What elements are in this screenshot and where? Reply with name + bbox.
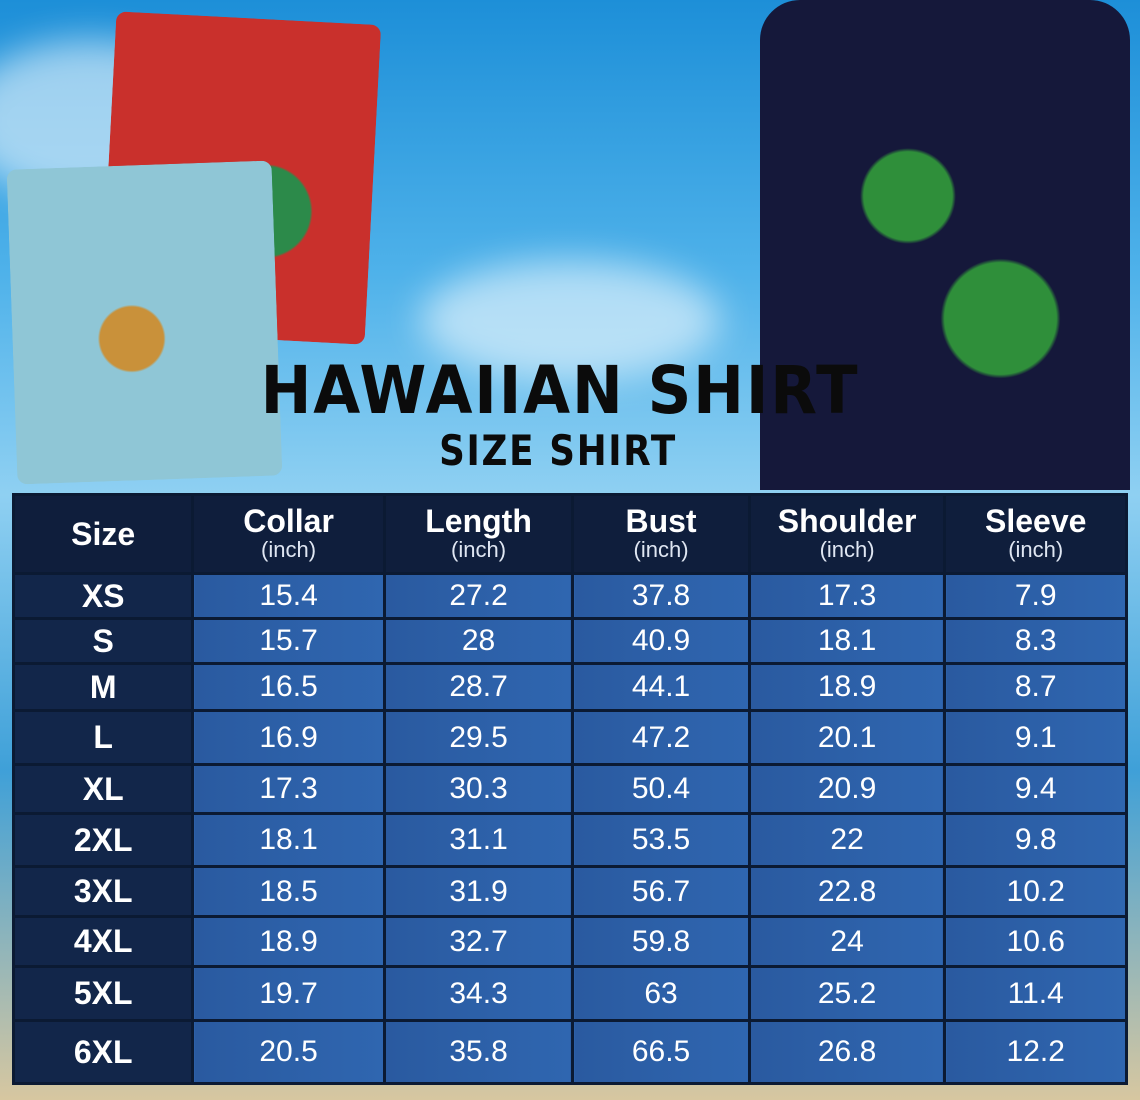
column-header-label: Length: [425, 503, 532, 539]
measurement-cell: 20.5: [191, 1019, 386, 1085]
column-header-shoulder: Shoulder (inch): [747, 493, 947, 575]
measurement-cell: 53.5: [571, 812, 751, 868]
column-header-collar: Collar (inch): [191, 493, 386, 575]
column-header-label: Size: [71, 516, 136, 552]
column-header-unit: (inch): [1008, 537, 1064, 562]
column-header-length: Length (inch): [382, 493, 575, 575]
table-row: 6XL 20.5 35.8 66.5 26.8 12.2: [11, 1019, 1128, 1085]
measurement-cell: 18.9: [191, 915, 386, 968]
table-row: 3XL 18.5 31.9 56.7 22.8 10.2: [11, 865, 1128, 918]
measurement-cell: 22: [747, 812, 947, 868]
measurement-cell: 32.7: [382, 915, 575, 968]
measurement-cell: 10.2: [943, 865, 1128, 918]
measurement-cell: 9.4: [943, 763, 1128, 815]
measurement-cell: 17.3: [747, 572, 947, 620]
measurement-cell: 18.9: [747, 662, 947, 712]
measurement-cell: 27.2: [382, 572, 575, 620]
size-cell: XL: [11, 763, 195, 815]
size-cell: L: [11, 709, 195, 766]
size-chart-table: Size Collar (inch) Length (inch) Bust (inch) Sh…: [11, 493, 1128, 1085]
table-row: XS 15.4 27.2 37.8 17.3 7.9: [11, 572, 1128, 620]
column-header-label: Bust: [625, 503, 697, 539]
measurement-cell: 8.3: [943, 617, 1128, 665]
column-header-unit: (inch): [451, 537, 507, 562]
table-row: 4XL 18.9 32.7 59.8 24 10.6: [11, 915, 1128, 968]
size-cell: 2XL: [11, 812, 195, 868]
measurement-cell: 19.7: [191, 965, 386, 1022]
measurement-cell: 34.3: [382, 965, 575, 1022]
column-header-size: Size: [11, 493, 195, 575]
measurement-cell: 50.4: [571, 763, 751, 815]
measurement-cell: 15.4: [191, 572, 386, 620]
measurement-cell: 12.2: [943, 1019, 1128, 1085]
measurement-cell: 28: [382, 617, 575, 665]
size-cell: 3XL: [11, 865, 195, 918]
measurement-cell: 31.1: [382, 812, 575, 868]
table-row: S 15.7 28 40.9 18.1 8.3: [11, 617, 1128, 665]
background-cloud: [420, 260, 720, 380]
measurement-cell: 37.8: [571, 572, 751, 620]
measurement-cell: 18.5: [191, 865, 386, 918]
table-row: XL 17.3 30.3 50.4 20.9 9.4: [11, 763, 1128, 815]
size-cell: 4XL: [11, 915, 195, 968]
measurement-cell: 15.7: [191, 617, 386, 665]
measurement-cell: 59.8: [571, 915, 751, 968]
measurement-cell: 16.5: [191, 662, 386, 712]
measurement-cell: 40.9: [571, 617, 751, 665]
measurement-cell: 44.1: [571, 662, 751, 712]
measurement-cell: 8.7: [943, 662, 1128, 712]
table-row: L 16.9 29.5 47.2 20.1 9.1: [11, 709, 1128, 766]
measurement-cell: 66.5: [571, 1019, 751, 1085]
table-row: 5XL 19.7 34.3 63 25.2 11.4: [11, 965, 1128, 1022]
measurement-cell: 9.1: [943, 709, 1128, 766]
table-row: 2XL 18.1 31.1 53.5 22 9.8: [11, 812, 1128, 868]
measurement-cell: 30.3: [382, 763, 575, 815]
measurement-cell: 17.3: [191, 763, 386, 815]
page-subtitle: SIZE SHIRT: [439, 426, 677, 475]
table-row: M 16.5 28.7 44.1 18.9 8.7: [11, 662, 1128, 712]
measurement-cell: 18.1: [191, 812, 386, 868]
column-header-label: Collar: [243, 503, 334, 539]
measurement-cell: 7.9: [943, 572, 1128, 620]
size-cell: 6XL: [11, 1019, 195, 1085]
measurement-cell: 10.6: [943, 915, 1128, 968]
measurement-cell: 35.8: [382, 1019, 575, 1085]
column-header-bust: Bust (inch): [571, 493, 751, 575]
measurement-cell: 47.2: [571, 709, 751, 766]
model-flamingo-shirt-image: [760, 0, 1130, 490]
measurement-cell: 9.8: [943, 812, 1128, 868]
page-title: HAWAIIAN SHIRT: [260, 352, 860, 429]
size-cell: S: [11, 617, 195, 665]
measurement-cell: 63: [571, 965, 751, 1022]
measurement-cell: 29.5: [382, 709, 575, 766]
table-header-row: Size Collar (inch) Length (inch) Bust (inch) Sh…: [11, 493, 1128, 575]
column-header-label: Sleeve: [985, 503, 1087, 539]
measurement-cell: 11.4: [943, 965, 1128, 1022]
column-header-unit: (inch): [819, 537, 875, 562]
measurement-cell: 26.8: [747, 1019, 947, 1085]
measurement-cell: 20.9: [747, 763, 947, 815]
column-header-unit: (inch): [633, 537, 689, 562]
column-header-label: Shoulder: [777, 503, 917, 539]
measurement-cell: 31.9: [382, 865, 575, 918]
measurement-cell: 28.7: [382, 662, 575, 712]
measurement-cell: 56.7: [571, 865, 751, 918]
column-header-unit: (inch): [261, 537, 317, 562]
size-cell: 5XL: [11, 965, 195, 1022]
size-cell: M: [11, 662, 195, 712]
measurement-cell: 16.9: [191, 709, 386, 766]
measurement-cell: 24: [747, 915, 947, 968]
size-cell: XS: [11, 572, 195, 620]
column-header-sleeve: Sleeve (inch): [943, 493, 1128, 575]
measurement-cell: 25.2: [747, 965, 947, 1022]
measurement-cell: 20.1: [747, 709, 947, 766]
measurement-cell: 18.1: [747, 617, 947, 665]
measurement-cell: 22.8: [747, 865, 947, 918]
